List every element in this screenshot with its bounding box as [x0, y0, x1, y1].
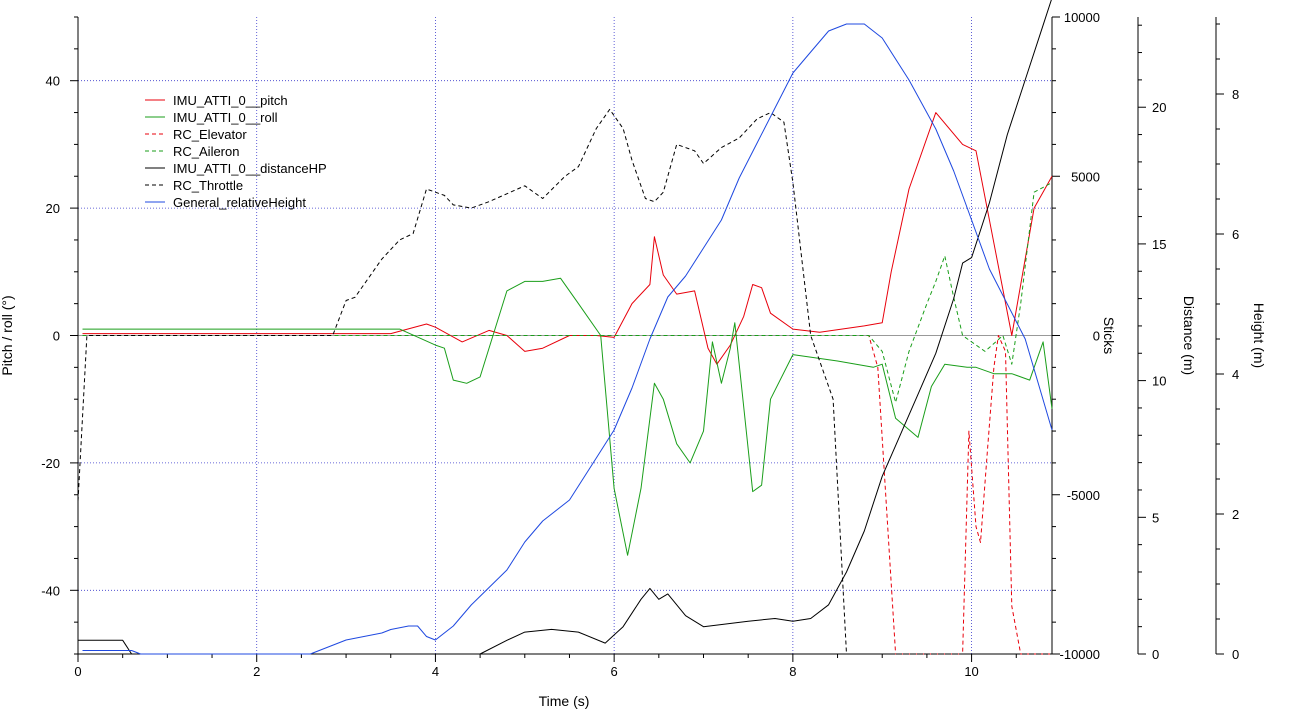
height-tick-label: 0: [1232, 647, 1239, 662]
legend-label: RC_Aileron: [173, 144, 239, 159]
x-tick-label: 2: [253, 664, 260, 679]
x-tick-label: 8: [789, 664, 796, 679]
legend-label: IMU_ATTI_0__pitch: [173, 93, 288, 108]
pitch-axis-title: Pitch / roll (°): [0, 295, 15, 375]
legend-label: RC_Elevator: [173, 127, 247, 142]
height-tick-label: 6: [1232, 227, 1239, 242]
distance-tick-label: 10: [1152, 374, 1166, 389]
x-tick-label: 10: [964, 664, 978, 679]
legend: IMU_ATTI_0__pitch IMU_ATTI_0__roll RC_Elev…: [145, 93, 327, 210]
x-tick-label: 4: [432, 664, 439, 679]
distance-tick-label: 5: [1152, 510, 1159, 525]
sticks-tick-label: -5000: [1067, 488, 1100, 503]
distance-tick-label: 20: [1152, 100, 1166, 115]
sticks-tick-label: -10000: [1060, 647, 1100, 662]
series-line-imu-atti-0-pitch: [82, 112, 1053, 365]
height-tick-label: 2: [1232, 507, 1239, 522]
series-line-imu-atti-0-distancehp: [78, 0, 1052, 655]
x-axis-title: Time (s): [539, 693, 590, 709]
legend-label: General_relativeHeight: [173, 195, 306, 210]
x-tick-label: 6: [611, 664, 618, 679]
series-line-rc-aileron: [82, 182, 1053, 403]
height-tick-label: 4: [1232, 367, 1239, 382]
distance-tick-label: 15: [1152, 237, 1166, 252]
sticks-tick-label: 5000: [1071, 169, 1100, 184]
pitch-tick-label: 20: [46, 201, 60, 216]
sticks-tick-label: 10000: [1064, 10, 1100, 25]
x-tick-label: 0: [74, 664, 81, 679]
pitch-tick-label: 40: [46, 74, 60, 89]
legend-label: RC_Throttle: [173, 178, 243, 193]
series-line-general-relativeheight: [82, 23, 1053, 655]
distance-axis-title: Distance (m): [1181, 296, 1197, 375]
sticks-tick-label: 0: [1093, 329, 1100, 344]
series-layer: [77, 0, 1053, 655]
series-line-rc-elevator: [82, 335, 1052, 655]
legend-label: IMU_ATTI_0__roll: [173, 110, 278, 125]
distance-tick-label: 0: [1152, 647, 1159, 662]
pitch-tick-label: -20: [41, 456, 60, 471]
series-line-rc-throttle: [77, 108, 1052, 655]
series-line-imu-atti-0-roll: [82, 277, 1053, 556]
sticks-axis-title: Sticks: [1101, 317, 1117, 354]
height-axis-title: Height (m): [1251, 303, 1267, 368]
pitch-tick-label: 0: [53, 329, 60, 344]
height-tick-label: 8: [1232, 87, 1239, 102]
legend-label: IMU_ATTI_0__distanceHP: [173, 161, 327, 176]
pitch-tick-label: -40: [41, 583, 60, 598]
